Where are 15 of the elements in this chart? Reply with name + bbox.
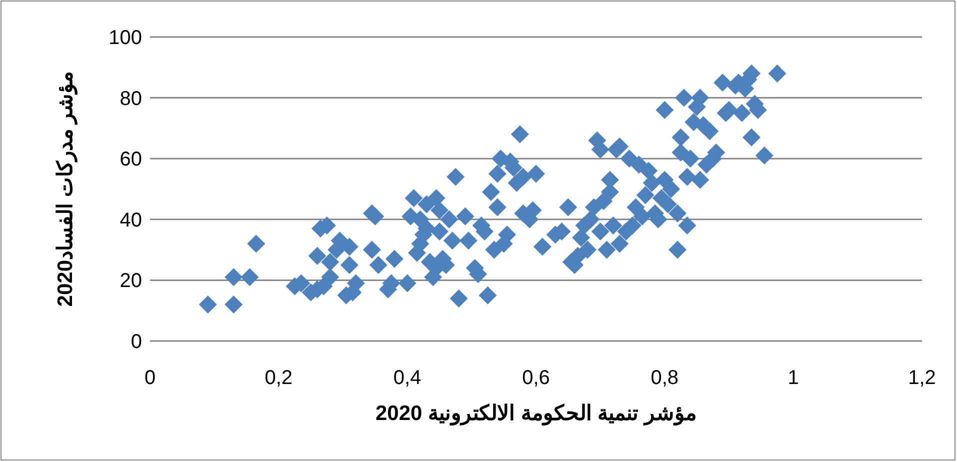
x-tick-label: 0,8 [650,367,679,389]
x-tick-label: 0 [144,367,156,389]
x-axis-title: مؤشر تنمية الحكومة الالكترونية 2020 [375,402,697,426]
y-axis-title: مؤشر مدركات الفساد2020 [54,71,78,307]
y-tick-label: 40 [120,209,142,232]
x-tick-label: 1,2 [908,367,936,389]
y-tick-label: 80 [120,88,142,110]
y-tick-label: 60 [120,148,142,171]
x-tick-label: 0,4 [393,367,422,389]
x-tick-label: 1 [788,367,799,389]
y-tick-label: 100 [108,27,142,49]
y-tick-label: 0 [130,331,142,353]
x-tick-label: 0,6 [522,367,550,389]
x-tick-label: 0,2 [264,367,293,389]
y-tick-label: 20 [120,270,142,292]
